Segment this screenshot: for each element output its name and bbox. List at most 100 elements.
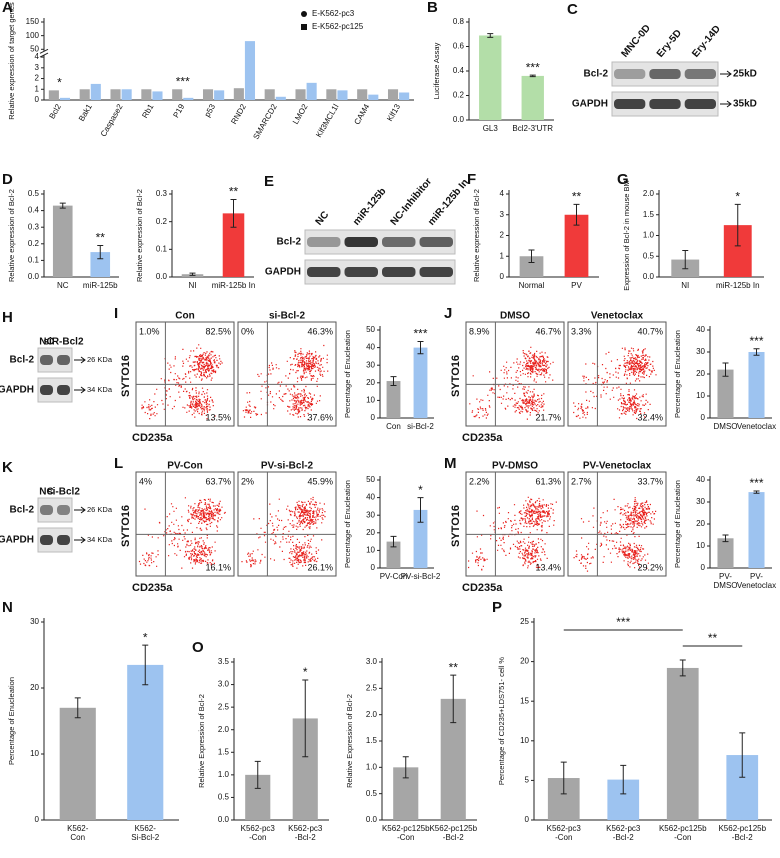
bar (413, 509, 428, 568)
bar (90, 83, 101, 100)
y-tick-label: 30 (366, 510, 375, 519)
x-tick-label: NI (189, 281, 197, 290)
x-tick-label: PV (571, 281, 582, 290)
significance: *** (176, 74, 190, 88)
x-tick-label: NI (681, 281, 689, 290)
y-tick-label: 30 (366, 360, 375, 369)
y-tick-label: 10 (30, 749, 39, 758)
quadrant-value: 46.7% (535, 326, 561, 336)
flow-plot-title: PV-Con (167, 461, 203, 472)
x-tick-label: Bak1 (77, 102, 94, 123)
y-tick-label: 0.2 (156, 217, 168, 226)
error-bar (74, 697, 81, 719)
y-tick-label: 0.0 (28, 272, 40, 281)
bar (717, 538, 734, 568)
blot-band (40, 535, 53, 545)
y-tick-label: 4 (35, 52, 40, 61)
x-tick-label: K562-pc125b -Con (382, 824, 430, 842)
flow-dots (242, 344, 329, 421)
flow-frame (237, 471, 337, 577)
x-tick-label: GL3 (483, 124, 499, 133)
significance: ** (96, 231, 106, 245)
y-axis-label: Percentage of Enucleation (343, 480, 352, 568)
size-arrow (720, 100, 732, 108)
y-tick-label: 1.5 (218, 747, 230, 756)
y-tick-label: 40 (696, 325, 705, 334)
y-tick-label: 20 (696, 369, 705, 378)
error-bar (254, 760, 261, 789)
y-tick-label: 3.0 (218, 680, 230, 689)
y-axis-label: Percentage of Enucleation (7, 677, 16, 765)
y-tick-label: 3 (35, 63, 40, 72)
blot-band (649, 99, 681, 109)
blot-band (57, 505, 70, 515)
error-bar (59, 202, 66, 209)
y-tick-label: 0.5 (643, 251, 655, 260)
bar (717, 369, 734, 418)
x-tick-label: si-Bcl-2 (407, 422, 434, 431)
bar (748, 492, 765, 568)
x-tick-label: K562-pc125b -Con (659, 824, 707, 842)
quadrant-value: 16.1% (205, 562, 231, 572)
size-label: 34 KDa (87, 385, 113, 394)
panel-letter: L (114, 455, 123, 472)
y-tick-label: 40 (366, 493, 375, 502)
x-tick-label: K562-pc3 -Con (241, 824, 276, 842)
bar (275, 96, 286, 100)
y-tick-label: 2 (500, 231, 505, 240)
significance: * (57, 76, 62, 90)
legend-label: E-K562-pc125 (312, 22, 364, 31)
significance: * (418, 483, 423, 497)
significance: * (735, 190, 740, 204)
y-tick-label: 2.5 (366, 683, 378, 692)
x-tick-label: K562-Si-Bcl-2 (131, 824, 160, 842)
row-label: Bcl-2 (10, 355, 35, 366)
blot-band (307, 267, 341, 277)
blot-band (649, 69, 681, 79)
flow-y-label: SYTO16 (120, 505, 132, 547)
x-tick-label: Klf3MCL1l (314, 102, 340, 139)
bar (214, 90, 225, 100)
y-tick-label: 2 (35, 74, 40, 83)
bar (52, 205, 73, 277)
row-label: Bcl-2 (584, 69, 609, 80)
legend-marker (301, 24, 307, 30)
y-tick-label: 3.5 (218, 657, 230, 666)
y-axis-label: Luciferase Assay (432, 42, 441, 99)
x-tick-label: P19 (171, 102, 186, 119)
y-tick-label: 1.0 (643, 231, 655, 240)
flow-dots (241, 496, 326, 569)
lane-label: MNC-0D (620, 23, 653, 60)
bar (479, 35, 502, 120)
panel-letter: C (567, 1, 578, 18)
bar (295, 89, 306, 100)
x-tick-label: NC (57, 281, 69, 290)
blot-band (684, 69, 716, 79)
y-tick-label: 0.0 (643, 272, 655, 281)
error-bar (189, 272, 196, 276)
significance: *** (749, 476, 763, 490)
y-tick-label: 150 (26, 17, 40, 26)
legend-label: E-K562-pc3 (312, 9, 355, 18)
y-tick-label: 1 (500, 251, 505, 260)
y-tick-label: 3.0 (366, 657, 378, 666)
y-tick-label: 20 (30, 683, 39, 692)
y-tick-label: 0.0 (156, 272, 168, 281)
y-tick-label: 50 (30, 44, 39, 53)
y-tick-label: 25 (520, 617, 529, 626)
bar (368, 94, 379, 100)
error-bar (417, 340, 424, 355)
y-tick-label: 5 (525, 776, 530, 785)
y-tick-label: 0.0 (218, 815, 230, 824)
bar (666, 667, 699, 820)
bar (121, 89, 132, 100)
panel-letter: A (2, 0, 13, 16)
y-tick-label: 1.0 (366, 762, 378, 771)
y-axis-label: Relative expression of Bcl-2 (135, 189, 144, 282)
error-bar (97, 244, 104, 260)
row-label: GAPDH (0, 385, 34, 396)
bar (386, 541, 401, 568)
significance: * (303, 665, 308, 679)
blot-band (614, 99, 646, 109)
